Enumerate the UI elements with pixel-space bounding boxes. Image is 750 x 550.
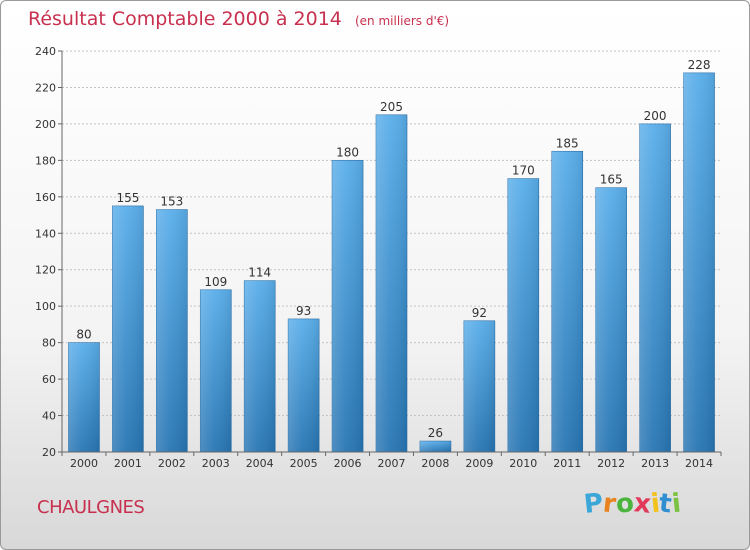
y-tick-label: 40 (42, 410, 56, 423)
y-tick-label: 80 (42, 337, 56, 350)
x-tick-label-2010: 2010 (509, 457, 537, 470)
data-label-2008: 26 (428, 426, 443, 440)
data-label-2005: 93 (296, 304, 311, 318)
bar-shine-2013 (639, 123, 671, 452)
x-tick-label-2012: 2012 (597, 457, 625, 470)
y-tick-label: 140 (35, 227, 56, 240)
bar-shine-2011 (551, 151, 583, 452)
data-label-2010: 170 (512, 164, 535, 178)
data-label-2009: 92 (472, 306, 487, 320)
y-tick-label: 200 (35, 118, 56, 131)
y-tick-label: 240 (35, 45, 56, 58)
y-tick-label: 60 (42, 373, 56, 386)
bar-shine-2012 (595, 187, 627, 453)
bar-shine-2007 (376, 114, 407, 452)
data-label-2002: 153 (160, 195, 183, 209)
logo-letter: i (670, 488, 683, 520)
x-tick-label-2004: 2004 (246, 457, 274, 470)
x-tick-label-2000: 2000 (70, 457, 98, 470)
x-tick-label-2006: 2006 (334, 457, 362, 470)
bars (68, 72, 715, 453)
y-tick-label: 100 (35, 300, 56, 313)
data-label-2000: 80 (76, 328, 91, 342)
x-tick-label-2005: 2005 (290, 457, 318, 470)
y-tick-label: 160 (35, 191, 56, 204)
x-tick-label-2009: 2009 (465, 457, 493, 470)
x-tick-label-2003: 2003 (202, 457, 230, 470)
x-tick-label-2007: 2007 (378, 457, 406, 470)
bar-shine-2003 (200, 289, 232, 452)
chart-title: Résultat Comptable 2000 à 2014 (en milli… (28, 8, 449, 30)
y-axis: 20 40 60 80 100 120 140 160 180 200 220 240 (35, 45, 63, 459)
x-axis: 2000 2001 2002 2003 2004 2005 2006 2007 2008 2009… (61, 451, 722, 470)
x-tick-label-2013: 2013 (641, 457, 669, 470)
data-label-2006: 180 (336, 145, 359, 159)
place-name: CHAULGNES (37, 497, 145, 518)
bar-shine-2001 (112, 205, 144, 452)
bar-shine-2010 (507, 178, 539, 452)
y-tick-label: 180 (35, 154, 56, 167)
bar-shine-2004 (244, 280, 276, 452)
chart-unit-label: (en milliers d'€) (354, 14, 450, 28)
data-label-2014: 228 (688, 58, 711, 72)
x-tick-label-2001: 2001 (114, 457, 142, 470)
bar-shine-2006 (332, 160, 364, 452)
bar-shine-2008 (419, 441, 451, 452)
data-label-2001: 155 (116, 191, 139, 205)
chart-title-text: Résultat Comptable 2000 à 2014 (28, 8, 342, 30)
data-label-2004: 114 (248, 266, 271, 280)
proxiti-logo: Proxiti (582, 488, 683, 520)
x-tick-label-2002: 2002 (158, 457, 186, 470)
y-tick-label: 20 (42, 446, 56, 459)
x-tick-label-2011: 2011 (553, 457, 581, 470)
data-label-2011: 185 (556, 136, 579, 150)
data-labels: 80 155 153 109 114 93 180 205 26 92 170 185 165 200 22… (76, 58, 710, 440)
data-label-2007: 205 (380, 100, 403, 114)
bar-shine-2000 (68, 342, 100, 452)
y-tick-label: 120 (35, 264, 56, 277)
x-tick-label-2008: 2008 (421, 457, 449, 470)
bar-shine-2009 (463, 320, 495, 452)
y-tick-label: 220 (35, 81, 56, 94)
bar-shine-2005 (288, 318, 320, 452)
bar-shine-2014 (683, 72, 715, 452)
bar-shine-2002 (156, 209, 188, 452)
data-label-2012: 165 (600, 173, 623, 187)
data-label-2013: 200 (644, 109, 667, 123)
data-label-2003: 109 (204, 275, 227, 289)
x-tick-label-2014: 2014 (685, 457, 713, 470)
